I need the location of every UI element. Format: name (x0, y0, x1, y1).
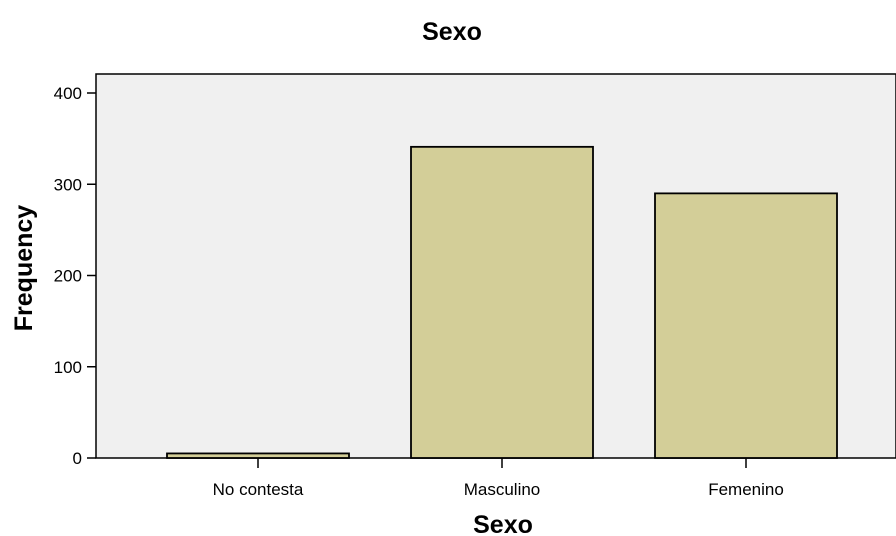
bar-no-contesta (166, 452, 350, 459)
y-tick-label: 0 (73, 449, 82, 468)
y-axis-title: Frequency (10, 205, 38, 332)
x-tick-label: No contesta (213, 480, 304, 499)
y-tick-label: 300 (54, 175, 82, 194)
bar-femenino (654, 192, 838, 459)
x-axis: No contesta Masculino Femenino (213, 458, 784, 499)
bars-group (166, 145, 838, 459)
x-tick-label: Femenino (708, 480, 784, 499)
x-tick-label: Masculino (464, 480, 541, 499)
y-tick-label: 400 (54, 84, 82, 103)
y-axis: 0 100 200 300 400 (54, 84, 96, 468)
bar-masculino (410, 145, 594, 459)
y-tick-label: 200 (54, 267, 82, 286)
x-axis-title: Sexo (473, 511, 533, 536)
chart-title: Sexo (422, 18, 482, 46)
y-tick-label: 100 (54, 358, 82, 377)
